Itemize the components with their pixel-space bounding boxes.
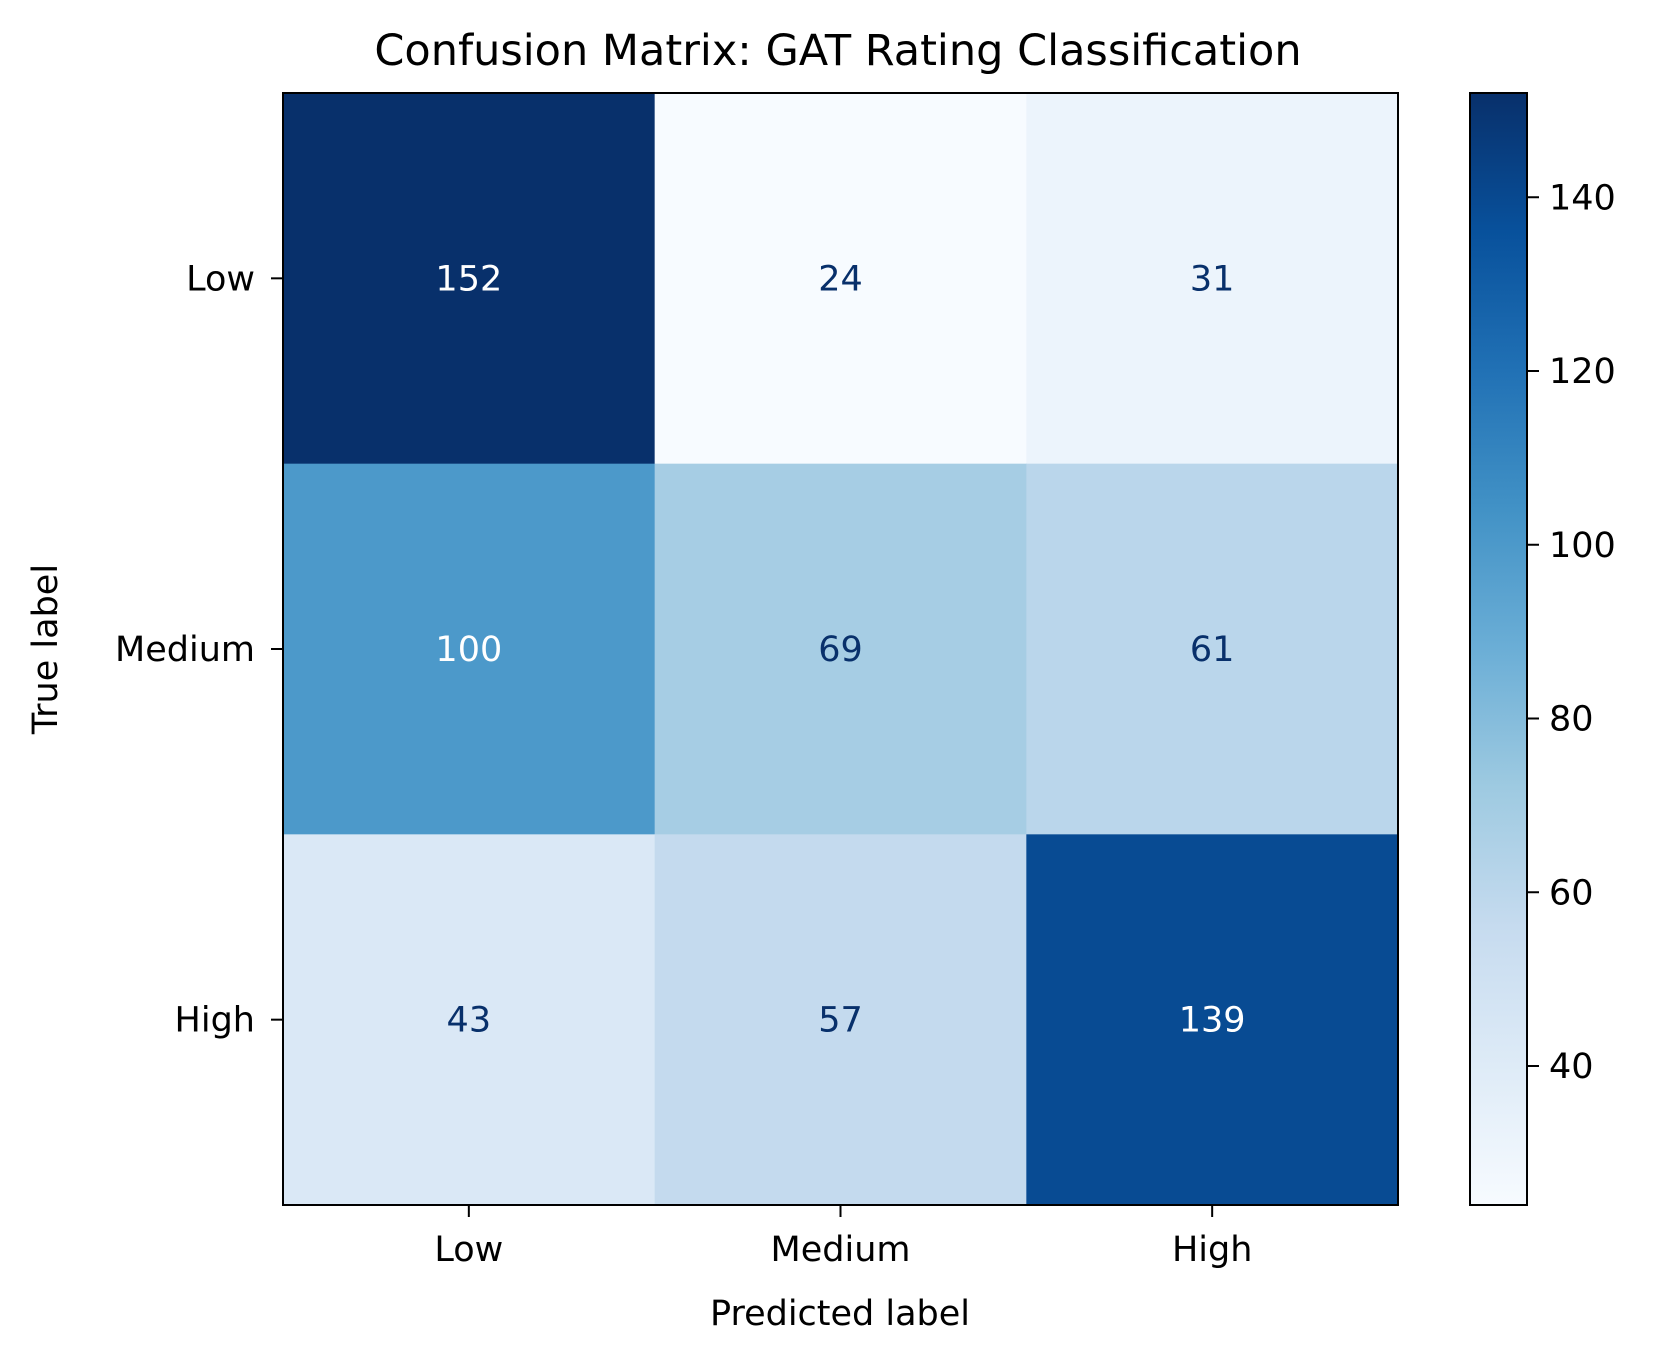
cell-value-label: 100 [435, 630, 502, 670]
x-tick-label: Medium [771, 1230, 911, 1270]
x-tick-label: Low [434, 1230, 503, 1270]
heatmap-cell [1026, 834, 1399, 1206]
colorbar-ticks: 40 60 80 100 120 140 [1527, 178, 1616, 1087]
colorbar-tick-label: 80 [1549, 700, 1594, 740]
x-axis-ticks: Low Medium High [434, 1205, 1252, 1270]
y-tick-label: High [175, 1001, 255, 1041]
cell-value-label: 152 [435, 259, 502, 299]
y-axis-ticks: Low Medium High [115, 259, 283, 1041]
cell-value-label: 69 [818, 630, 863, 670]
heatmap-cells [283, 93, 1399, 1206]
cell-value-label: 43 [447, 1001, 492, 1041]
x-tick-label: High [1172, 1230, 1252, 1270]
heatmap-cell [283, 93, 656, 465]
cell-value-label: 61 [1190, 630, 1235, 670]
heatmap-cell [1026, 93, 1399, 465]
colorbar-tick-label: 120 [1549, 352, 1616, 392]
colorbar [1469, 92, 1528, 1206]
chart-title: Confusion Matrix: GAT Rating Classificat… [374, 26, 1301, 76]
cell-value-label: 31 [1190, 259, 1235, 299]
y-tick-label: Medium [115, 630, 255, 670]
cell-value-label: 139 [1179, 1001, 1246, 1041]
colorbar-tick-label: 40 [1549, 1047, 1594, 1087]
heatmap-cell [654, 834, 1027, 1206]
colorbar-tick-label: 100 [1549, 526, 1616, 566]
heatmap-cell [283, 463, 656, 835]
heatmap-cell [654, 463, 1027, 835]
y-axis-label: True label [26, 564, 66, 735]
cell-value-label: 57 [818, 1001, 863, 1041]
heatmap-cell [1026, 463, 1399, 835]
x-axis-label: Predicted label [710, 1294, 970, 1334]
heatmap-cell [283, 834, 656, 1206]
heatmap-cell [654, 93, 1027, 465]
y-tick-label: Low [186, 259, 255, 299]
heatmap-cell-labels: 152 24 31 100 69 61 43 57 139 [435, 259, 1245, 1040]
cell-value-label: 24 [818, 259, 863, 299]
colorbar-tick-label: 60 [1549, 873, 1594, 913]
colorbar-tick-label: 140 [1549, 178, 1616, 218]
